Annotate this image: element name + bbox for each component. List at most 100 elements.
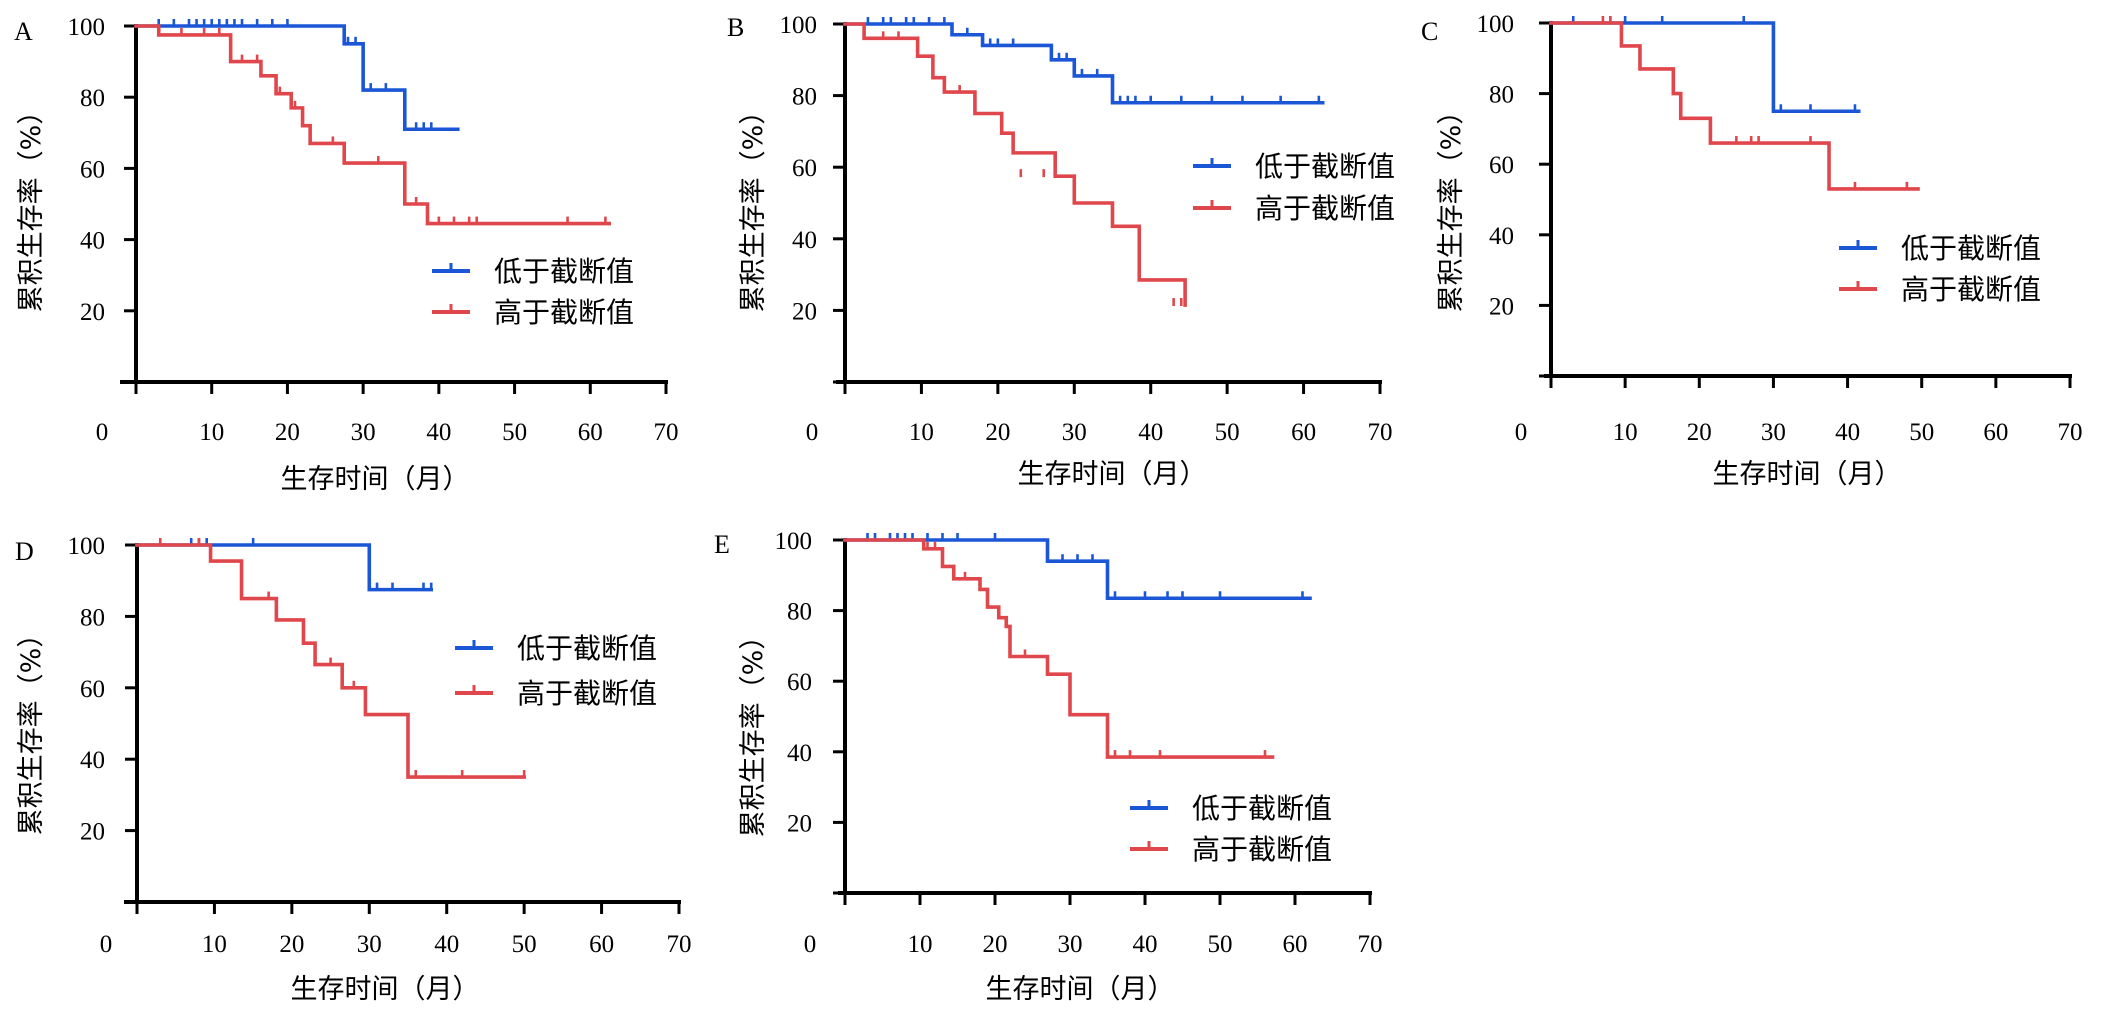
x-tick-label: 0 xyxy=(1515,419,1528,446)
survival-curve-low xyxy=(1549,21,1861,114)
legend-label: 高于截断值 xyxy=(1901,273,2041,306)
x-axis-label: 生存时间（月） xyxy=(1713,459,1902,490)
x-tick-label: 0 xyxy=(804,931,817,958)
y-tick-label: 100 xyxy=(68,533,106,560)
x-tick-label: 30 xyxy=(1062,419,1087,446)
legend-label: 低于截断值 xyxy=(1901,232,2041,265)
x-tick-label: 20 xyxy=(983,931,1008,958)
x-tick-label: 60 xyxy=(578,419,603,446)
survival-curve-high xyxy=(843,22,1187,307)
y-axis-label: 累积生存率（%） xyxy=(738,98,769,313)
x-tick-label: 70 xyxy=(654,419,679,446)
y-tick-label: 100 xyxy=(68,14,106,41)
panel-letter-b: B xyxy=(727,13,744,42)
x-tick-label: 60 xyxy=(1291,419,1316,446)
x-tick-label: 0 xyxy=(806,419,819,446)
y-tick-label: 100 xyxy=(775,528,813,555)
x-tick-label: 70 xyxy=(1358,931,1383,958)
x-tick-label: 0 xyxy=(96,419,109,446)
survival-curve-high xyxy=(134,24,612,226)
survival-curve-low xyxy=(843,538,1312,601)
x-tick-label: 70 xyxy=(1368,419,1393,446)
legend-label: 高于截断值 xyxy=(517,677,657,710)
panel-e: E 20 40 60 80 100 0 10 20 30 40 50 60 70 生存时间（月） 累积生存率（… xyxy=(714,528,1383,1005)
x-tick-label: 70 xyxy=(2058,419,2083,446)
y-tick-label: 40 xyxy=(1489,223,1514,250)
y-tick-label: 100 xyxy=(780,12,818,39)
y-tick-label: 40 xyxy=(787,740,812,767)
legend-label: 高于截断值 xyxy=(1192,833,1332,866)
x-tick-label: 0 xyxy=(100,931,113,958)
y-tick-label: 60 xyxy=(787,669,812,696)
legend-label: 低于截断值 xyxy=(1255,150,1395,183)
y-tick-label: 40 xyxy=(80,228,105,255)
x-tick-label: 50 xyxy=(502,419,527,446)
x-tick-label: 20 xyxy=(985,419,1010,446)
x-tick-label: 10 xyxy=(199,419,224,446)
y-tick-label: 60 xyxy=(80,156,105,183)
legend-label: 低于截断值 xyxy=(517,632,657,665)
y-tick-label: 100 xyxy=(1477,11,1515,38)
panel-c: C 20 40 60 80 100 0 10 20 30 40 50 60 70 生存时间（月） 累积生存率（… xyxy=(1421,11,2083,490)
x-tick-label: 30 xyxy=(357,931,382,958)
x-tick-label: 40 xyxy=(1138,419,1163,446)
survival-curve-high xyxy=(135,543,526,779)
x-tick-label: 10 xyxy=(908,931,933,958)
y-tick-label: 60 xyxy=(792,155,817,182)
x-tick-label: 50 xyxy=(1208,931,1233,958)
x-tick-label: 60 xyxy=(1983,419,2008,446)
x-tick-label: 20 xyxy=(1687,419,1712,446)
y-tick-label: 20 xyxy=(80,299,105,326)
y-axis-label: 累积生存率（%） xyxy=(1436,98,1467,313)
panel-letter-d: D xyxy=(15,537,34,566)
x-tick-label: 10 xyxy=(202,931,227,958)
y-tick-label: 80 xyxy=(787,599,812,626)
x-tick-label: 10 xyxy=(909,419,934,446)
y-tick-label: 20 xyxy=(80,819,105,846)
x-axis-label: 生存时间（月） xyxy=(986,974,1175,1005)
x-axis-label: 生存时间（月） xyxy=(1018,459,1207,490)
survival-curve-low xyxy=(135,543,434,592)
y-axis-label: 累积生存率（%） xyxy=(16,621,47,836)
panel-d: D 20 40 60 80 100 0 10 20 30 40 50 60 70 生存时间（月） 累积生存率（… xyxy=(15,533,692,1005)
x-tick-label: 30 xyxy=(1058,931,1083,958)
x-tick-label: 40 xyxy=(1835,419,1860,446)
y-tick-label: 20 xyxy=(787,810,812,837)
survival-curve-low xyxy=(134,24,460,132)
x-tick-label: 40 xyxy=(434,931,459,958)
x-tick-label: 20 xyxy=(279,931,304,958)
legend-label: 高于截断值 xyxy=(494,296,634,329)
panel-letter-c: C xyxy=(1421,17,1438,46)
x-tick-label: 50 xyxy=(512,931,537,958)
legend-label: 低于截断值 xyxy=(494,255,634,288)
y-tick-label: 80 xyxy=(792,84,817,111)
panel-letter-e: E xyxy=(714,530,730,559)
y-tick-label: 60 xyxy=(1489,152,1514,179)
x-tick-label: 50 xyxy=(1909,419,1934,446)
x-tick-label: 70 xyxy=(667,931,692,958)
x-tick-label: 40 xyxy=(1133,931,1158,958)
survival-curve-high xyxy=(1549,21,1920,191)
survival-curve-high xyxy=(843,538,1275,759)
x-axis-label: 生存时间（月） xyxy=(281,464,470,495)
x-axis-label: 生存时间（月） xyxy=(291,974,480,1005)
y-axis-label: 累积生存率（%） xyxy=(16,98,47,313)
y-tick-label: 80 xyxy=(80,604,105,631)
x-tick-label: 50 xyxy=(1215,419,1240,446)
y-tick-label: 80 xyxy=(1489,82,1514,109)
x-tick-label: 10 xyxy=(1613,419,1638,446)
x-tick-label: 20 xyxy=(275,419,300,446)
survival-curve-low xyxy=(843,22,1325,105)
panel-letter-a: A xyxy=(14,17,33,46)
y-tick-label: 40 xyxy=(80,747,105,774)
x-tick-label: 30 xyxy=(1761,419,1786,446)
x-tick-label: 60 xyxy=(589,931,614,958)
panel-a: A 20 40 60 80 100 0 10 20 30 40 50 60 70 生存时间（月） 累积生存率（… xyxy=(14,14,679,495)
panel-b: B 20 40 60 80 100 0 10 20 30 40 50 60 70 生存时间（月） 累积生存率（… xyxy=(727,12,1395,490)
